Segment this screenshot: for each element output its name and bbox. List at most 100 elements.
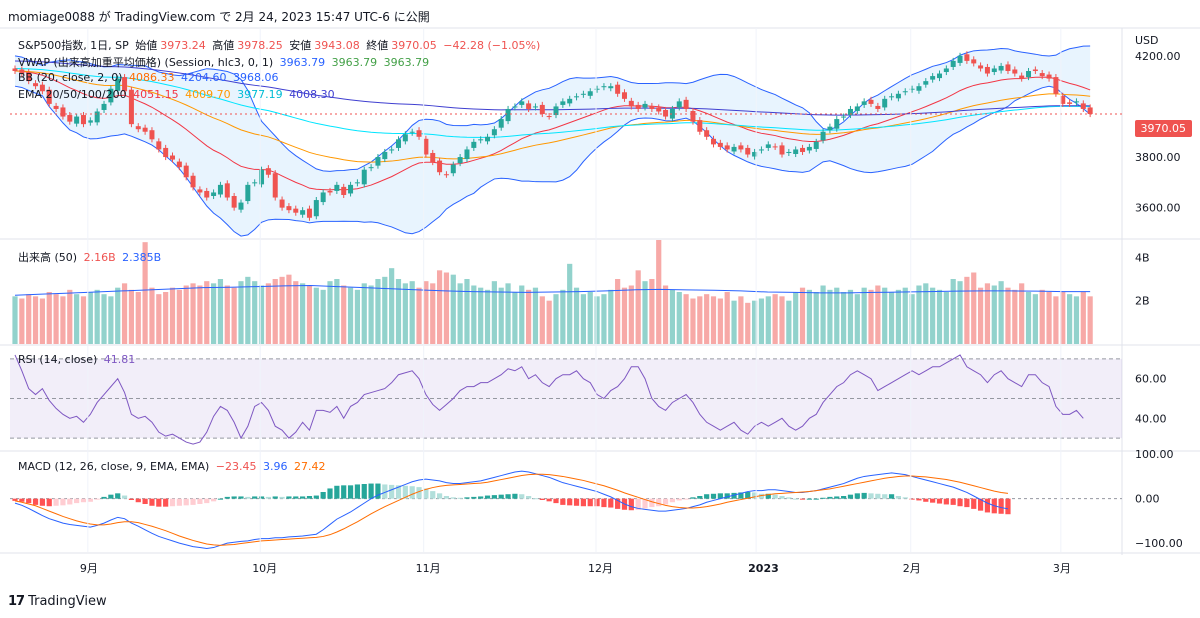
bb-legend: BB (20, close, 2, 0) 4086.33 4204.60 396… [18, 71, 281, 84]
volume-bar [847, 289, 854, 344]
volume-bar [217, 279, 224, 344]
candle-body [656, 107, 662, 112]
macd-histogram-bar [265, 496, 271, 499]
volume-bar [491, 281, 497, 344]
macd-legend: MACD (12, 26, close, 9, EMA, EMA) −23.45… [18, 460, 329, 473]
candle-body [978, 65, 984, 69]
volume-bar [498, 287, 504, 344]
macd-histogram-bar [327, 488, 333, 499]
candle-body [443, 174, 449, 176]
macd-histogram-bar [861, 492, 867, 499]
candle-body [183, 165, 189, 178]
candle-body [580, 93, 586, 95]
volume-bar [416, 287, 422, 344]
candle-body [1026, 71, 1032, 78]
macd-histogram-bar [402, 485, 408, 499]
macd-histogram-bar [738, 492, 744, 499]
macd-histogram-bar [615, 498, 621, 509]
candle-body [382, 151, 388, 160]
candle-body [389, 149, 395, 151]
tradingview-logo-icon: 17 [8, 594, 25, 609]
volume-bar [204, 281, 210, 344]
macd-histogram-bar [772, 494, 778, 499]
macd-histogram-bar [46, 498, 52, 507]
macd-histogram-bar [512, 493, 518, 499]
ema-value-3: 3977.19 [237, 88, 283, 101]
macd-histogram-bar [19, 498, 25, 502]
volume-bar [163, 292, 169, 344]
macd-histogram-bar [39, 498, 45, 506]
macd-histogram-bar [108, 494, 114, 499]
vwap-legend: VWAP (出来高加重平均価格) (Session, hlc3, 0, 1) 3… [18, 54, 432, 70]
candle-body [690, 110, 696, 122]
volume-bar [745, 302, 751, 344]
candle-body [505, 108, 511, 122]
volume-bar [964, 276, 970, 344]
candle-body [204, 190, 210, 198]
candle-body [464, 149, 470, 160]
macd-value-3: 27.42 [294, 460, 326, 473]
macd-histogram-bar [498, 494, 504, 499]
time-tick-label: 11月 [416, 562, 441, 575]
volume-bar [1012, 289, 1018, 344]
candle-body [395, 139, 401, 148]
candle-body [108, 88, 114, 103]
volume-bar [286, 274, 292, 344]
macd-tick-label: 100.00 [1135, 448, 1174, 461]
volume-bar [923, 283, 929, 344]
volume-tick-label: 4B [1135, 251, 1150, 264]
volume-bar [142, 242, 148, 344]
volume-bar [628, 285, 634, 344]
candle-body [868, 99, 874, 104]
volume-bar [320, 289, 326, 344]
volume-bar [80, 296, 87, 344]
macd-histogram-bar [436, 493, 443, 499]
volume-bar [26, 294, 32, 344]
macd-histogram-bar [779, 496, 785, 499]
candle-body [1080, 103, 1086, 109]
macd-histogram-bar [628, 498, 634, 511]
volume-bar [210, 283, 217, 344]
candle-body [669, 108, 675, 119]
vwap-label: VWAP (出来高加重平均価格) (Session, hlc3, 0, 1) [18, 56, 274, 69]
volume-bar [60, 296, 66, 344]
candle-body [416, 130, 422, 137]
macd-histogram-bar [964, 498, 970, 508]
candle-body [1012, 69, 1018, 74]
volume-bar [368, 285, 374, 344]
macd-histogram-bar [26, 498, 32, 504]
macd-histogram-bar [279, 496, 285, 499]
macd-histogram-bar [409, 486, 415, 499]
candle-body [163, 147, 169, 158]
volume-bar [594, 296, 600, 344]
macd-histogram-bar [286, 496, 292, 499]
macd-histogram-bar [464, 497, 470, 499]
volume-bar [402, 283, 408, 344]
volume-bar [615, 279, 621, 344]
volume-bar [765, 296, 771, 344]
volume-bar [443, 272, 450, 344]
candle-body [320, 192, 326, 203]
volume-bar [478, 287, 484, 344]
candle-body [793, 149, 799, 154]
volume-bar [930, 287, 936, 344]
candle-body [847, 108, 853, 116]
macd-histogram-bar [841, 496, 847, 499]
candle-body [704, 130, 710, 137]
macd-value-1: −23.45 [215, 460, 257, 473]
macd-histogram-bar [115, 493, 121, 499]
volume-bar [950, 279, 956, 344]
volume-bar [231, 287, 237, 344]
candle-body [950, 60, 956, 67]
candle-body [916, 86, 922, 91]
candle-body [471, 141, 477, 148]
macd-value-2: 3.96 [263, 460, 288, 473]
candle-body [19, 69, 25, 74]
volume-bar [313, 287, 319, 344]
low-value: 3943.08 [314, 39, 360, 52]
candle-body [806, 146, 812, 151]
candle-body [642, 103, 648, 108]
volume-bar [101, 294, 107, 344]
volume-bar [567, 263, 573, 344]
